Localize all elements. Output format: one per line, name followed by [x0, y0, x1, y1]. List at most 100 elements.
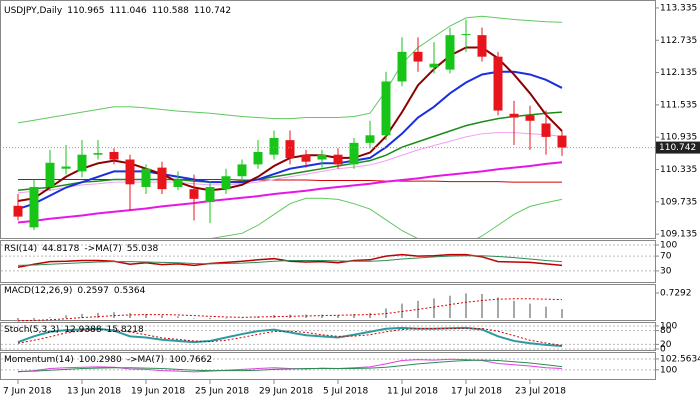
indicator-line	[17, 111, 563, 191]
x-tick-label: 23 Jul 2018	[515, 387, 566, 397]
x-tick-label: 19 Jun 2018	[131, 387, 185, 397]
macd-bar	[449, 295, 451, 319]
candle-body	[349, 142, 359, 165]
x-tick-label: 5 Jul 2018	[323, 387, 368, 397]
candle-body	[381, 81, 391, 136]
header-item: Stoch(5,3,3)	[4, 325, 59, 335]
candle-body	[125, 159, 135, 185]
header-item: 55.038	[127, 244, 159, 254]
candle-body	[477, 35, 487, 57]
candle-body	[13, 205, 23, 217]
header-item: 15.8218	[107, 325, 144, 335]
last-price-label: 110.742	[659, 143, 696, 153]
macd-bar	[49, 317, 51, 319]
macd-bar	[65, 315, 67, 319]
macd-bar	[161, 315, 163, 319]
candle-body	[557, 135, 567, 148]
header-item: 110.588	[152, 6, 189, 16]
indicator-line	[17, 359, 563, 373]
candle-body	[509, 113, 519, 118]
candle-body	[269, 138, 279, 155]
macd-bar	[529, 303, 531, 319]
header-item: 100.7662	[169, 355, 212, 365]
y-tick-label: 112.135	[660, 68, 697, 78]
y-tick-label: 109.735	[660, 197, 697, 207]
candle-body	[445, 35, 455, 70]
candle-body	[461, 34, 471, 36]
candle-body	[29, 187, 39, 228]
header-item: RSI(14)	[4, 244, 37, 254]
macd-bar	[369, 312, 371, 319]
panel-header: RSI(14) 44.8178 ->MA(7) 55.038	[4, 244, 159, 254]
macd-bar	[177, 316, 179, 319]
candle-body	[221, 176, 231, 190]
y-tick-label: 102.5634	[660, 354, 700, 364]
candle-body	[493, 56, 503, 111]
y-tick-label: 113.335	[660, 3, 697, 13]
candle-body	[397, 51, 407, 82]
stoch-panel	[0, 322, 656, 351]
macd-bar	[497, 297, 499, 319]
candle-body	[45, 162, 55, 187]
x-tick-label: 13 Jun 2018	[67, 387, 121, 397]
macd-panel	[0, 284, 656, 321]
candle-body	[173, 179, 183, 187]
x-tick-label: 7 Jun 2018	[3, 387, 52, 397]
header-item: 110.742	[194, 6, 231, 16]
indicator-line	[17, 70, 563, 211]
macd-bar	[17, 318, 19, 322]
macd-bar	[321, 314, 323, 319]
candle-body	[429, 63, 439, 68]
header-item: 111.046	[109, 6, 146, 16]
y-tick-label: 20	[660, 340, 672, 350]
header-item: 12.9388	[64, 325, 101, 335]
candle-body	[61, 166, 71, 169]
y-tick-label: 0	[660, 345, 666, 355]
y-tick-label: 70	[660, 252, 672, 262]
header-item: USDJPY,Daily	[4, 6, 63, 16]
momentum-panel	[0, 352, 656, 380]
y-tick-label: 0.7292	[660, 288, 692, 298]
indicator-line	[17, 132, 563, 194]
candle-body	[413, 51, 423, 62]
header-item: Momentum(14)	[4, 355, 74, 365]
candle-body	[365, 135, 375, 143]
candle-body	[205, 187, 215, 203]
macd-bar	[337, 314, 339, 319]
candle-body	[157, 167, 167, 190]
y-tick-label: 112.735	[660, 36, 697, 46]
y-tick-label: 110.935	[660, 133, 697, 143]
candle-body	[109, 152, 119, 160]
macd-bar	[209, 318, 211, 320]
panel-header: Momentum(14) 100.2980 ->MA(7) 100.7662	[4, 355, 212, 365]
y-tick-label: 100	[660, 365, 677, 375]
macd-bar	[545, 306, 547, 319]
main-panel	[0, 0, 656, 239]
panel-header: USDJPY,Daily 110.965 111.046 110.588 110.742	[4, 6, 231, 16]
x-tick-label: 25 Jun 2018	[195, 387, 249, 397]
candle-body	[525, 115, 535, 121]
y-tick-label: 109.135	[660, 230, 697, 240]
indicator-line	[211, 197, 563, 238]
header-item: ->MA(7)	[127, 355, 164, 365]
header-item: 100.2980	[79, 355, 122, 365]
panel-header: Stoch(5,3,3) 12.9388 15.8218	[4, 325, 144, 335]
header-item: 44.8178	[42, 244, 79, 254]
macd-bar	[465, 293, 467, 319]
header-item: 110.965	[67, 6, 104, 16]
macd-bar	[401, 303, 403, 319]
candle-body	[541, 123, 551, 137]
candle-body	[141, 168, 151, 187]
x-tick-label: 17 Jul 2018	[451, 387, 502, 397]
candle-body	[333, 154, 343, 165]
macd-bar	[97, 312, 99, 319]
y-tick-label: 111.535	[660, 100, 697, 110]
rsi-panel	[0, 240, 656, 283]
y-tick-label: 100	[660, 322, 677, 332]
macd-bar	[481, 293, 483, 319]
candle-body	[77, 154, 87, 172]
macd-bar	[129, 313, 131, 319]
macd-bar	[433, 298, 435, 319]
macd-bar	[145, 313, 147, 319]
